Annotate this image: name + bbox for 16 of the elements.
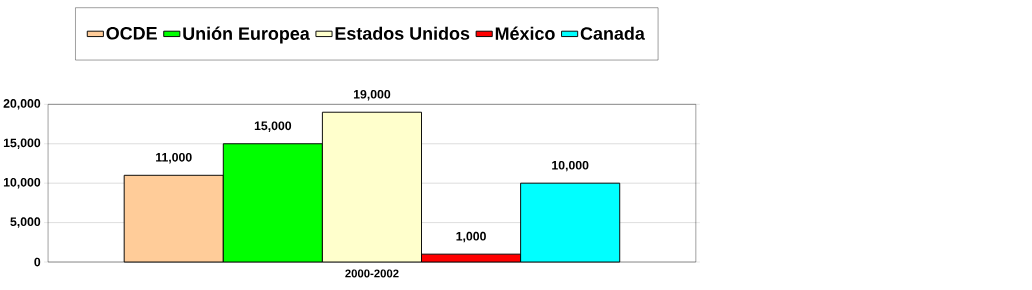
y-tick-label: 0 <box>34 257 41 267</box>
legend-label: México <box>495 26 555 40</box>
data-label: 1,000 <box>456 231 486 243</box>
legend-label: Estados Unidos <box>335 26 470 40</box>
y-tick-label: 5,000 <box>10 217 41 228</box>
y-tick-label: 20,000 <box>3 98 41 110</box>
legend-label: Canada <box>580 26 645 40</box>
y-tick-label: 15,000 <box>3 138 41 149</box>
legend-label: Unión Europea <box>183 26 310 44</box>
data-label: 15,000 <box>254 121 292 132</box>
y-tick-label: 10,000 <box>3 177 41 189</box>
data-label: 10,000 <box>552 160 589 172</box>
data-label: 11,000 <box>156 152 192 164</box>
legend-label: OCDE <box>106 26 157 40</box>
data-label: 19,000 <box>353 89 391 101</box>
x-tick-label: 2000-2002 <box>345 269 399 278</box>
